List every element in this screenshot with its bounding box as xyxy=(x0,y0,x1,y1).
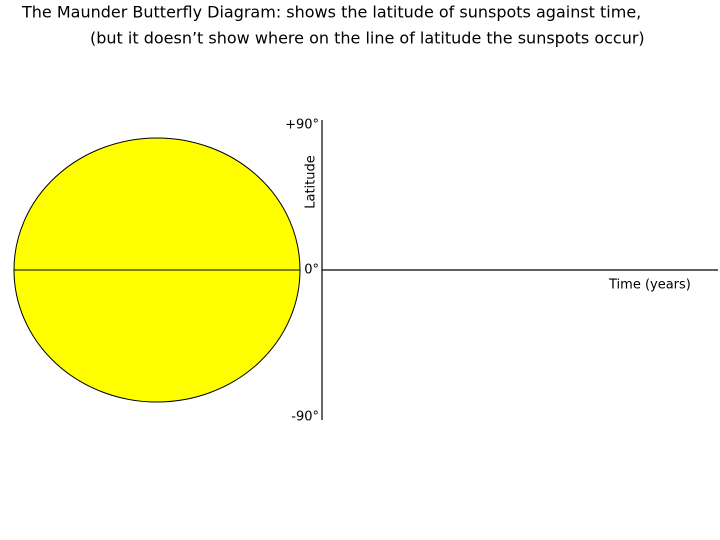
x-axis-label: Time (years) xyxy=(608,278,691,293)
y-tick-label: +90° xyxy=(285,118,319,133)
title-line: The Maunder Butterfly Diagram: shows the… xyxy=(21,3,641,22)
title-line: (but it doesn’t show where on the line o… xyxy=(90,29,645,48)
y-axis-label: Latitude xyxy=(304,155,319,209)
y-tick-label: -90° xyxy=(291,410,319,425)
y-tick-label: 0° xyxy=(304,263,319,278)
